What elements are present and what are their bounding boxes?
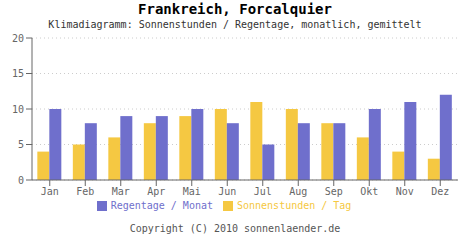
svg-text:Jul: Jul <box>254 186 272 197</box>
html-text:Regentage / Monat: Regentage / Monat <box>110 200 213 211</box>
svg-text:Okt: Okt <box>360 186 378 197</box>
html-text:Frankreich, Forcalquier: Frankreich, Forcalquier <box>138 1 332 17</box>
svg-text:10: 10 <box>12 104 24 115</box>
html-text:Copyright (C) 2010 sonnenlaend: Copyright (C) 2010 sonnenlaender.de <box>129 223 341 234</box>
svg-text:0: 0 <box>18 175 24 186</box>
svg-text:Mar: Mar <box>112 186 130 197</box>
svg-text:5: 5 <box>18 139 24 150</box>
svg-text:15: 15 <box>12 68 24 79</box>
svg-text:Feb: Feb <box>76 186 94 197</box>
svg-text:Dez: Dez <box>431 186 449 197</box>
svg-text:Aug: Aug <box>289 186 307 197</box>
svg-text:Apr: Apr <box>147 186 165 197</box>
svg-text:Sep: Sep <box>325 186 343 197</box>
svg-text:Nov: Nov <box>396 186 414 197</box>
html-text:Klimadiagramm: Sonnenstunden /: Klimadiagramm: Sonnenstunden / Regentage… <box>48 19 422 30</box>
html-text:Sonnenstunden / Tag: Sonnenstunden / Tag <box>237 200 352 211</box>
svg-text:Jun: Jun <box>218 186 236 197</box>
svg-text:Mai: Mai <box>183 186 201 197</box>
svg-text:20: 20 <box>12 33 24 44</box>
svg-text:Jan: Jan <box>41 186 59 197</box>
